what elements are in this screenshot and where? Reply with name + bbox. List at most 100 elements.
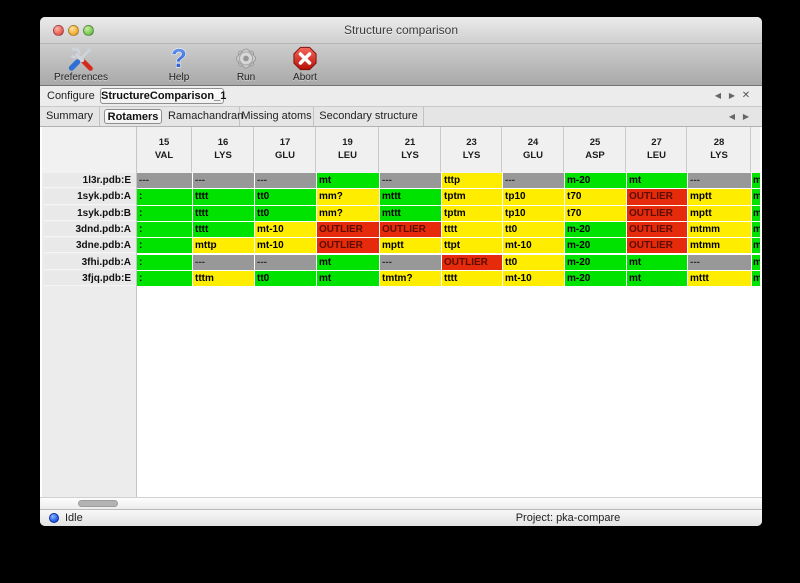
row-label[interactable]: 1syk.pdb:B [44, 205, 138, 221]
rotamer-cell[interactable]: tttp [442, 173, 502, 189]
rotamer-cell[interactable]: tt0 [255, 205, 316, 221]
tab-secondary-structure[interactable]: Secondary structure [314, 107, 424, 126]
rotamer-cell[interactable]: --- [688, 173, 751, 189]
rotamer-cell[interactable]: tttt [193, 221, 254, 238]
prev-configuration-icon[interactable]: ◀ [714, 91, 722, 100]
column-header-15-VAL[interactable]: 15 VAL [137, 127, 192, 172]
rotamer-cell[interactable]: --- [688, 254, 751, 270]
rotamer-cell[interactable]: t70 [565, 189, 626, 205]
rotamer-cell[interactable]: tttt [193, 205, 254, 221]
rotamer-cell[interactable]: mptt [688, 189, 751, 205]
rotamer-cell[interactable]: OUTLIER [627, 189, 687, 205]
rotamer-cell[interactable]: tptm [442, 189, 502, 205]
rotamer-cell[interactable]: mttt [380, 189, 441, 205]
column-header-28-LYS[interactable]: 28 LYS [688, 127, 751, 172]
rotamer-cell-clipped[interactable]: m [752, 221, 760, 238]
rotamer-cell[interactable]: mtmm [688, 238, 751, 254]
row-label[interactable]: 1l3r.pdb:E [44, 173, 138, 189]
rotamer-cell[interactable]: mptt [688, 205, 751, 221]
rotamer-cell[interactable]: OUTLIER [627, 221, 687, 238]
rotamer-cell[interactable]: mt-10 [503, 238, 564, 254]
rotamer-cell[interactable]: mtmm [688, 221, 751, 238]
rotamer-cell[interactable]: mt [317, 270, 379, 287]
column-header-27-LEU[interactable]: 27 LEU [627, 127, 687, 172]
rotamer-cell[interactable]: --- [137, 173, 192, 189]
rotamer-cell[interactable]: ttpt [442, 238, 502, 254]
close-window-icon[interactable] [53, 25, 64, 36]
rotamer-cell[interactable]: mt [627, 173, 687, 189]
horizontal-scrollbar-thumb[interactable] [78, 500, 118, 507]
rotamer-cell[interactable]: mt-10 [255, 221, 316, 238]
rotamer-cell[interactable]: --- [255, 254, 316, 270]
rotamer-cell[interactable]: --- [255, 173, 316, 189]
rotamer-cell[interactable]: m-20 [565, 221, 626, 238]
rotamer-cell[interactable]: tt0 [503, 221, 564, 238]
rotamer-cell[interactable]: OUTLIER [627, 238, 687, 254]
rotamer-cell[interactable]: mt [627, 254, 687, 270]
rotamer-cell[interactable]: tp10 [503, 205, 564, 221]
rotamer-cell[interactable]: : [137, 238, 192, 254]
column-header-24-GLU[interactable]: 24 GLU [503, 127, 564, 172]
rotamer-cell[interactable]: mm? [317, 189, 379, 205]
rotamer-cell[interactable]: --- [380, 173, 441, 189]
rotamer-cell[interactable]: tttm [193, 270, 254, 287]
rotamer-cell[interactable]: tt0 [255, 270, 316, 287]
horizontal-scrollbar-track[interactable] [40, 497, 762, 509]
rotamer-cell[interactable]: tttt [193, 189, 254, 205]
rotamer-cell[interactable]: OUTLIER [380, 221, 441, 238]
rotamer-cell[interactable]: mttp [193, 238, 254, 254]
help-button[interactable]: ? Help [156, 43, 202, 85]
rotamer-cell[interactable]: : [137, 205, 192, 221]
row-label[interactable]: 3fhi.pdb:A [44, 254, 138, 270]
tab-rotamers[interactable]: Rotamers [104, 109, 162, 124]
rotamer-cell[interactable]: tttt [442, 270, 502, 287]
rotamer-cell[interactable]: --- [193, 254, 254, 270]
rotamer-cell[interactable]: tt0 [255, 189, 316, 205]
close-configuration-icon[interactable]: ✕ [741, 90, 751, 101]
rotamer-cell[interactable]: t70 [565, 205, 626, 221]
rotamer-cell[interactable]: OUTLIER [627, 205, 687, 221]
rotamer-cell[interactable]: mm? [317, 205, 379, 221]
column-header-16-LYS[interactable]: 16 LYS [193, 127, 254, 172]
column-header-17-GLU[interactable]: 17 GLU [255, 127, 316, 172]
rotamer-cell[interactable]: mt [627, 270, 687, 287]
rotamer-cell[interactable]: --- [380, 254, 441, 270]
next-tab-icon[interactable]: ▶ [742, 112, 750, 121]
rotamer-cell[interactable]: m-20 [565, 173, 626, 189]
tab-summary[interactable]: Summary [40, 107, 100, 126]
rotamer-cell-clipped[interactable]: m [752, 238, 760, 254]
rotamer-cell[interactable]: : [137, 270, 192, 287]
rotamer-cell[interactable]: : [137, 221, 192, 238]
row-label[interactable]: 1syk.pdb:A [44, 189, 138, 205]
rotamer-cell[interactable]: mt [317, 254, 379, 270]
rotamer-cell[interactable]: mt [317, 173, 379, 189]
rotamer-cell[interactable]: tp10 [503, 189, 564, 205]
rotamer-cell[interactable]: m-20 [565, 254, 626, 270]
tab-ramachandran[interactable]: Ramachandran [168, 107, 243, 126]
column-header-19-LEU[interactable]: 19 LEU [317, 127, 379, 172]
rotamer-cell[interactable]: --- [193, 173, 254, 189]
tab-missing-atoms[interactable]: Missing atoms [240, 107, 314, 126]
rotamer-cell[interactable]: mttt [688, 270, 751, 287]
configure-tab[interactable]: StructureComparison_1 [100, 88, 227, 104]
rotamer-cell[interactable]: : [137, 189, 192, 205]
column-header-25-ASP[interactable]: 25 ASP [565, 127, 626, 172]
zoom-window-icon[interactable] [83, 25, 94, 36]
rotamer-cell[interactable]: tttt [442, 221, 502, 238]
column-header-23-LYS[interactable]: 23 LYS [442, 127, 502, 172]
next-configuration-icon[interactable]: ▶ [728, 91, 736, 100]
rotamer-cell[interactable]: m-20 [565, 238, 626, 254]
rotamer-cell[interactable]: tptm [442, 205, 502, 221]
rotamer-cell[interactable]: tt0 [503, 254, 564, 270]
rotamer-cell[interactable]: m-20 [565, 270, 626, 287]
rotamer-cell[interactable]: OUTLIER [317, 238, 379, 254]
preferences-button[interactable]: Preferences [48, 45, 114, 85]
run-button[interactable]: Run [224, 45, 268, 85]
rotamer-cell-clipped[interactable]: m [752, 270, 760, 287]
abort-button[interactable]: Abort [282, 45, 328, 85]
row-label[interactable]: 3dnd.pdb:A [44, 221, 138, 238]
rotamer-cell[interactable]: : [137, 254, 192, 270]
column-header-21-LYS[interactable]: 21 LYS [380, 127, 441, 172]
row-label[interactable]: 3fjq.pdb:E [44, 270, 138, 287]
rotamer-cell[interactable]: --- [503, 173, 564, 189]
